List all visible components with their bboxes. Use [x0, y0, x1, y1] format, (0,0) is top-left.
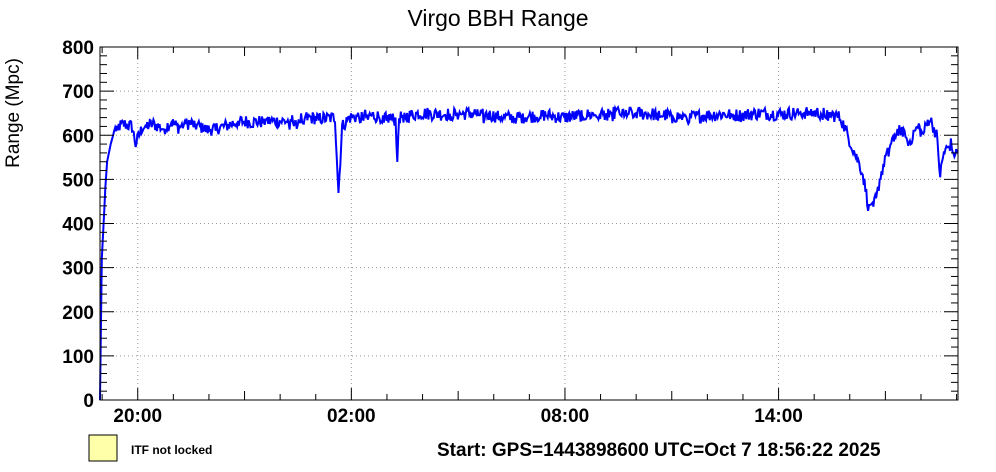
- legend-swatch: [88, 434, 118, 462]
- y-tick-label: 300: [62, 259, 94, 280]
- y-tick-label: 400: [62, 215, 94, 236]
- y-tick-label: 700: [62, 82, 94, 103]
- x-tick-labels: 20:00 02:00 08:00 14:00: [113, 406, 802, 427]
- y-tick-label: 800: [62, 38, 94, 59]
- series-line: [99, 104, 959, 401]
- start-time-label: Start: GPS=1443898600 UTC=Oct 7 18:56:22…: [437, 440, 881, 461]
- y-tick-label: 500: [62, 170, 94, 191]
- x-tick-label: 08:00: [541, 406, 590, 427]
- x-tick-label: 20:00: [113, 406, 162, 427]
- x-tick-label: 14:00: [754, 406, 803, 427]
- legend-label: ITF not locked: [131, 443, 212, 457]
- series-layer: [99, 104, 959, 401]
- grid: [100, 47, 958, 400]
- chart-title: Virgo BBH Range: [407, 5, 588, 31]
- y-tick-label: 100: [62, 347, 94, 368]
- y-tick-label: 600: [62, 126, 94, 147]
- y-axis-label: Range (Mpc): [3, 58, 24, 168]
- y-tick-label: 200: [62, 303, 94, 324]
- y-tick-labels: 0 100 200 300 400 500 600 700 800: [62, 38, 94, 412]
- tick-layer: [100, 46, 958, 401]
- y-tick-label: 0: [83, 391, 94, 412]
- x-tick-label: 02:00: [327, 406, 376, 427]
